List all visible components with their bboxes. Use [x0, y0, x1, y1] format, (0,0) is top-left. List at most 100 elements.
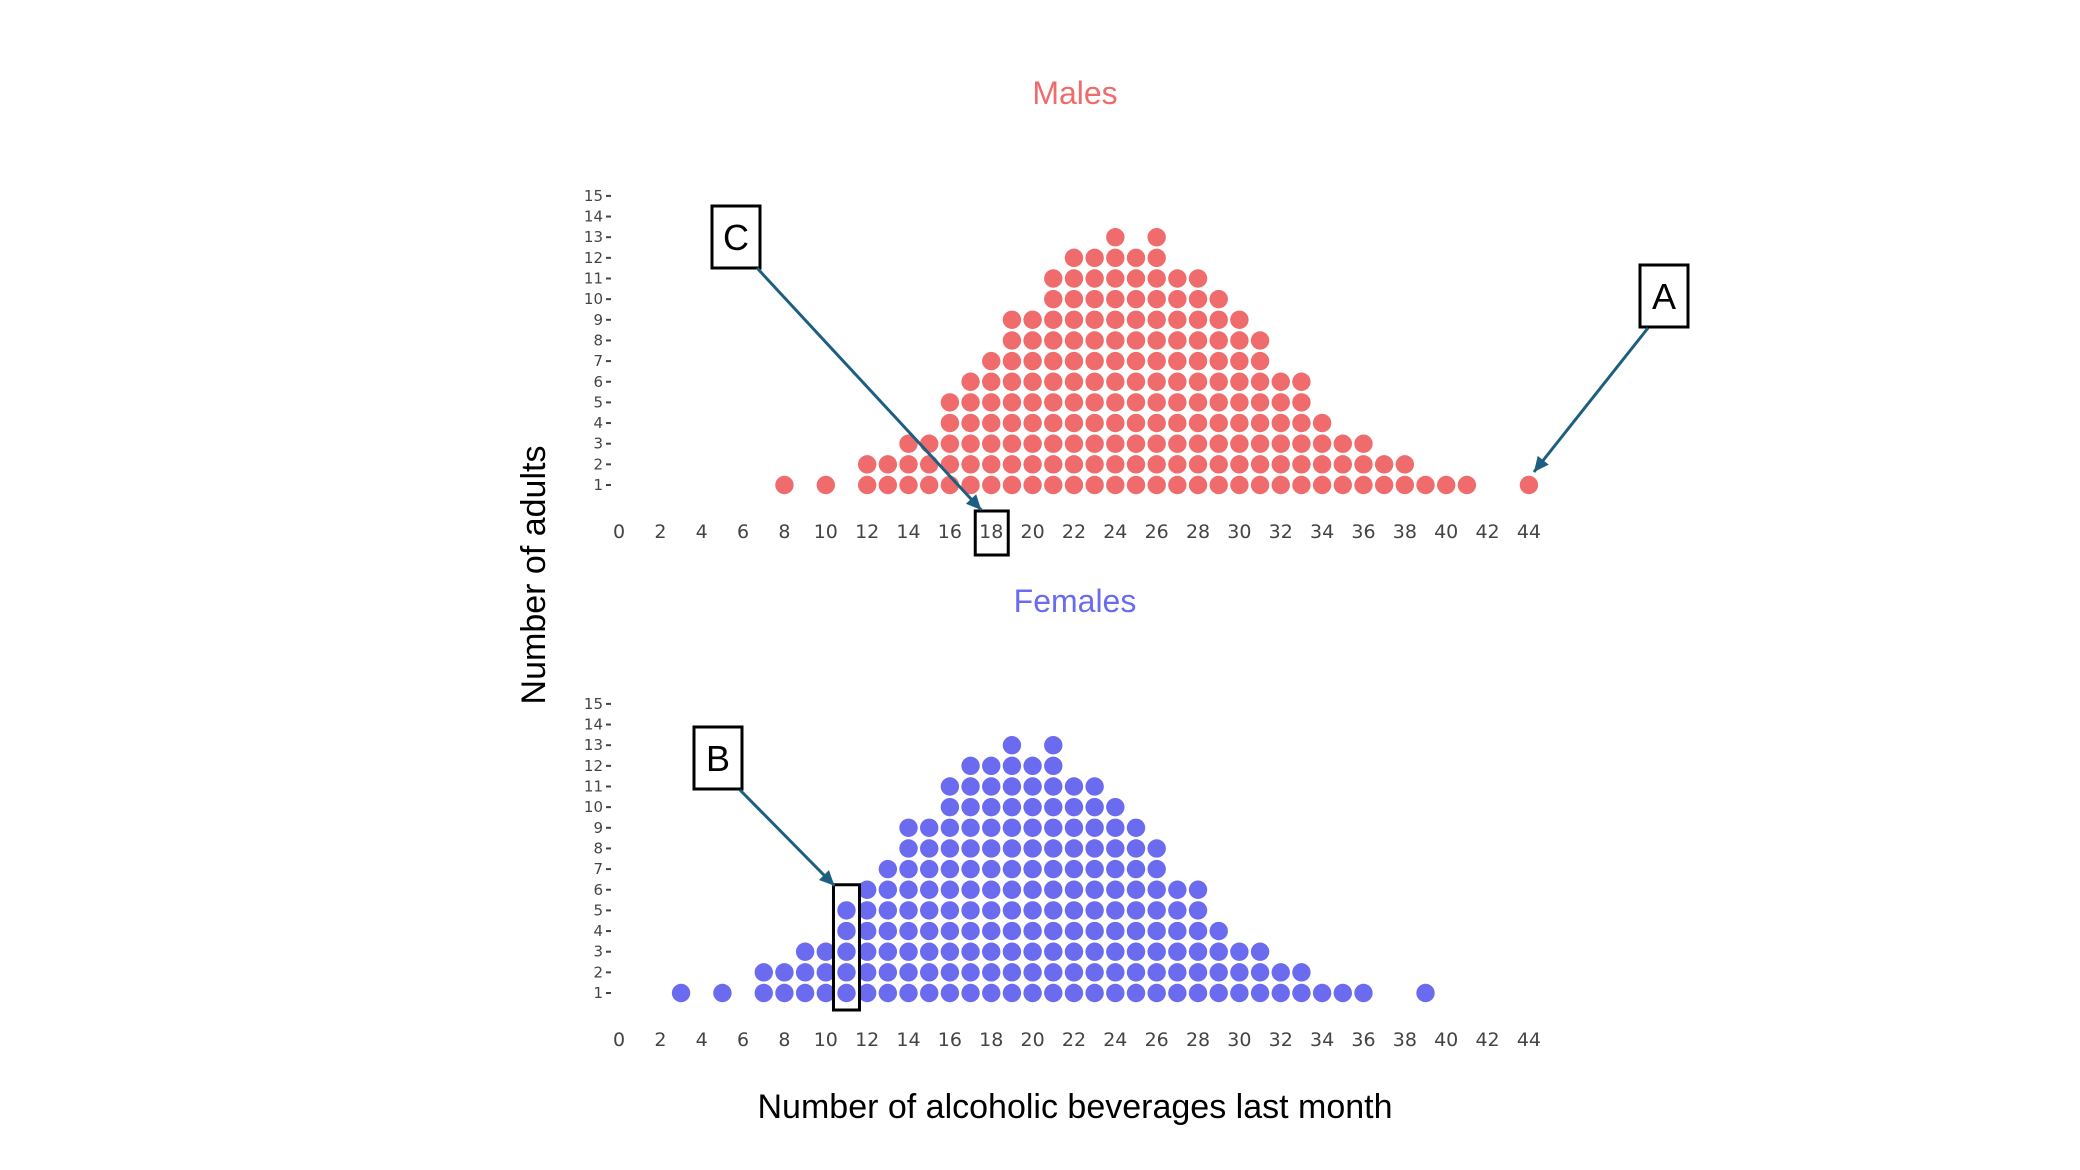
males-dot	[1333, 475, 1353, 495]
males-dot	[1106, 289, 1125, 309]
males-dot	[1064, 310, 1084, 329]
females-dot	[899, 880, 918, 899]
females-dot	[1002, 777, 1022, 796]
males-x-tick-label: 10	[814, 521, 838, 543]
females-dot	[1085, 942, 1104, 961]
males-dot	[1106, 228, 1125, 247]
females-dot	[857, 963, 877, 982]
males-dot	[899, 475, 918, 495]
males-y-tick-label: 15	[584, 187, 603, 205]
males-dot	[1064, 289, 1084, 309]
callout-c-box	[710, 204, 762, 270]
females-dot	[1085, 859, 1104, 879]
females-dot	[1126, 942, 1146, 961]
females-dot	[878, 859, 898, 879]
males-dot	[1147, 372, 1166, 391]
males-dot	[940, 393, 960, 412]
males-dot	[1250, 372, 1270, 391]
males-dot	[1126, 269, 1146, 288]
females-dot	[1230, 942, 1249, 961]
females-dot	[1085, 797, 1104, 817]
females-dot	[1168, 963, 1187, 982]
males-x-tick-label: 24	[1103, 521, 1127, 543]
males-y-tick-label: 1	[593, 476, 603, 494]
callout-b-label: B	[706, 738, 730, 779]
males-dot	[1126, 455, 1146, 474]
males-dot	[1106, 351, 1125, 371]
females-dot	[940, 839, 960, 858]
males-dot	[1002, 413, 1022, 433]
males-dot	[1023, 393, 1042, 412]
females-x-tick-label: 40	[1434, 1029, 1458, 1051]
males-dot	[1147, 228, 1166, 247]
females-x-tick-label: 12	[855, 1029, 879, 1051]
females-x-tick-label: 20	[1021, 1029, 1045, 1051]
females-dot	[1147, 859, 1166, 879]
females-dot	[1044, 797, 1063, 817]
males-dot	[1085, 393, 1104, 412]
females-dot	[671, 983, 691, 1003]
females-dot	[1085, 963, 1104, 982]
males-dot	[1230, 351, 1249, 371]
males-y-tick-label: 12	[584, 249, 603, 267]
females-dot	[1002, 839, 1022, 858]
males-dot	[1312, 475, 1332, 495]
females-dot	[878, 942, 898, 961]
females-dot	[1023, 839, 1042, 858]
females-dot	[1188, 901, 1208, 920]
females-dot	[920, 983, 939, 1003]
females-dot	[1106, 921, 1125, 941]
males-dot	[1044, 413, 1063, 433]
females-x-tick-label: 0	[613, 1029, 625, 1051]
females-dot	[982, 839, 1001, 858]
y-axis-title: Number of adults	[515, 446, 553, 705]
males-dot	[1416, 475, 1435, 495]
males-dot	[1044, 331, 1063, 350]
males-dot	[1147, 475, 1166, 495]
males-x-tick-label: 4	[696, 521, 708, 543]
callout-b-arrow-head	[818, 870, 835, 886]
females-x-tick-label: 2	[654, 1029, 666, 1051]
females-dot	[1023, 963, 1042, 982]
females-y-tick-label: 8	[593, 839, 603, 857]
males-dot	[982, 393, 1001, 412]
females-dot	[1064, 859, 1084, 879]
males-dot	[1147, 413, 1166, 433]
males-dot	[1250, 434, 1270, 453]
females-y-tick-label: 3	[593, 943, 603, 961]
males-dot	[1209, 310, 1228, 329]
males-dot	[1374, 455, 1394, 474]
females-dot	[1044, 839, 1063, 858]
males-dot	[1106, 455, 1125, 474]
males-dot	[940, 434, 960, 453]
females-dot	[1002, 818, 1022, 837]
males-dot	[1437, 475, 1456, 495]
females-dot	[899, 859, 918, 879]
females-dot	[1044, 736, 1063, 755]
females-dot	[795, 963, 815, 982]
males-dot	[1023, 331, 1042, 350]
males-dot	[1106, 310, 1125, 329]
females-dot	[1147, 983, 1166, 1003]
females-dot	[1126, 963, 1146, 982]
females-dot	[1250, 963, 1270, 982]
females-x-tick-label: 34	[1310, 1029, 1334, 1051]
males-dot	[1209, 455, 1228, 474]
males-dot	[1126, 248, 1146, 268]
females-dot	[1106, 942, 1125, 961]
males-dot	[1209, 393, 1228, 412]
males-dot	[1126, 331, 1146, 350]
females-dot	[1354, 983, 1373, 1003]
males-x-tick-label: 38	[1393, 521, 1417, 543]
females-dot	[1085, 818, 1104, 837]
males-dot	[1168, 475, 1187, 495]
females-y-tick-label: 14	[584, 716, 603, 734]
females-dot	[878, 901, 898, 920]
females-dot	[1106, 963, 1125, 982]
males-dot	[1457, 475, 1477, 495]
males-x-tick-label: 30	[1227, 521, 1251, 543]
females-dot	[816, 942, 835, 961]
females-dot	[961, 756, 980, 776]
females-dot	[920, 901, 939, 920]
males-dot	[1250, 351, 1270, 371]
